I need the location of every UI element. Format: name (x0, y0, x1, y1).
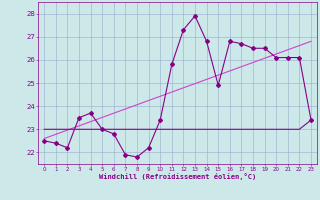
X-axis label: Windchill (Refroidissement éolien,°C): Windchill (Refroidissement éolien,°C) (99, 173, 256, 180)
